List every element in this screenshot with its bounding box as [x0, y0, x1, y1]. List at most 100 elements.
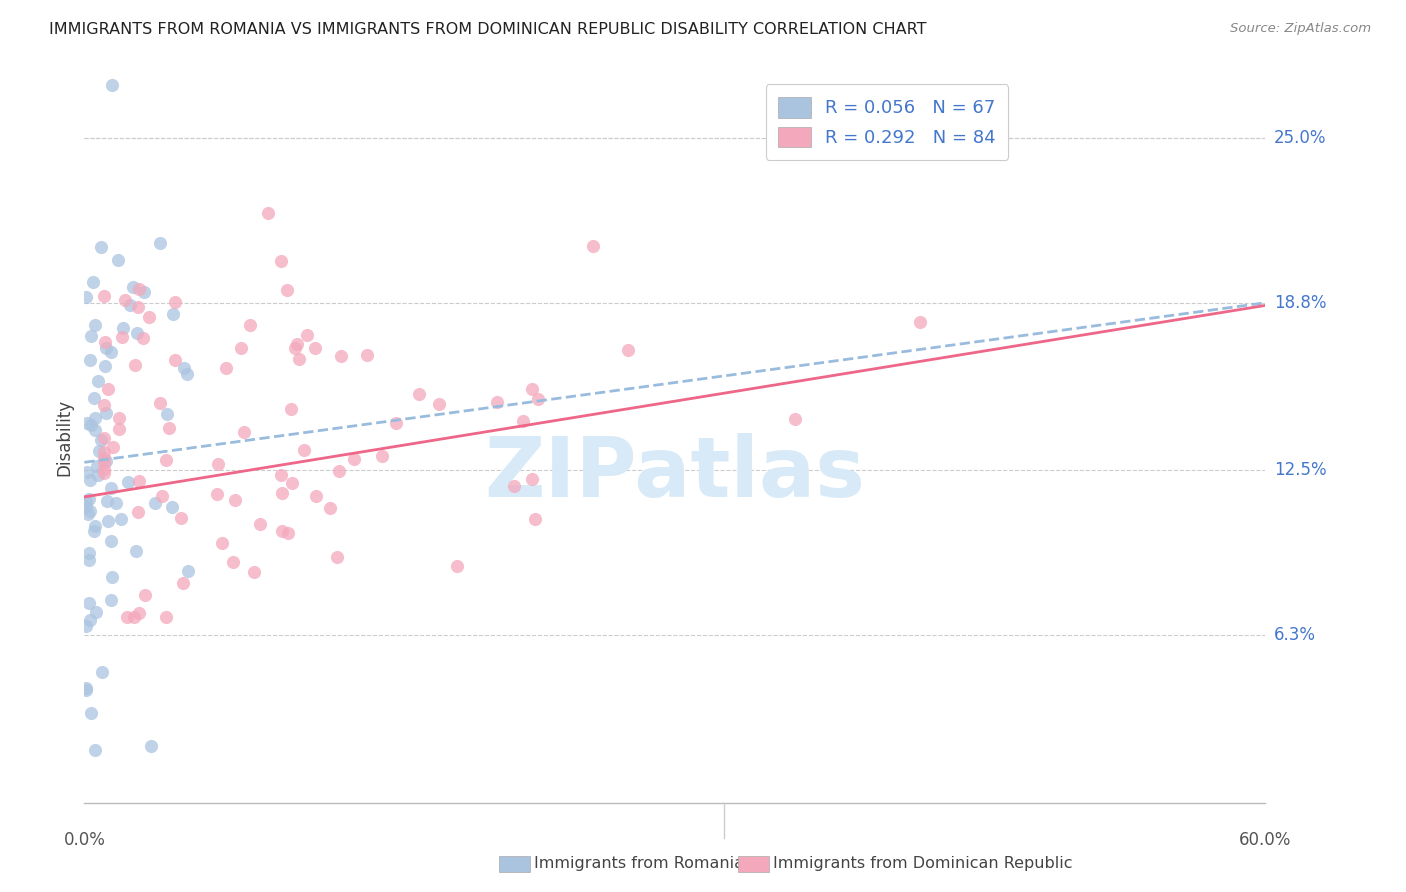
Point — [520, 382, 543, 396]
Point — [87, 468, 110, 483]
Point — [205, 487, 228, 501]
Point — [79, 553, 101, 567]
Point — [90, 240, 112, 254]
Point — [271, 524, 294, 539]
Point — [160, 500, 183, 514]
Point — [446, 558, 468, 573]
Point — [111, 330, 134, 344]
Text: 18.8%: 18.8% — [1274, 293, 1326, 312]
Point — [163, 294, 186, 309]
Point — [75, 493, 97, 508]
Point — [79, 492, 101, 507]
Point — [108, 421, 131, 435]
Point — [527, 392, 550, 406]
Point — [114, 293, 136, 307]
Point — [149, 396, 172, 410]
Point — [172, 576, 194, 591]
Point — [75, 500, 97, 515]
Point — [214, 360, 236, 375]
Point — [128, 606, 150, 620]
Point — [115, 609, 138, 624]
Point — [429, 397, 451, 411]
Point — [177, 564, 200, 578]
Point — [80, 706, 103, 720]
Point — [277, 526, 299, 541]
Text: Source: ZipAtlas.com: Source: ZipAtlas.com — [1230, 22, 1371, 36]
Point — [83, 524, 105, 538]
Point — [84, 423, 107, 437]
Point — [93, 444, 115, 458]
Point — [127, 301, 149, 315]
Point — [325, 550, 347, 565]
Point — [304, 341, 326, 355]
Text: Immigrants from Dominican Republic: Immigrants from Dominican Republic — [773, 856, 1073, 871]
Point — [77, 546, 100, 560]
Text: 0.0%: 0.0% — [63, 830, 105, 848]
Point — [83, 391, 105, 405]
Point — [93, 454, 115, 468]
Point — [94, 406, 117, 420]
Point — [82, 275, 104, 289]
Point — [908, 315, 931, 329]
Point — [134, 588, 156, 602]
Point — [100, 481, 122, 495]
Point — [284, 341, 307, 355]
Point — [318, 500, 340, 515]
Point — [94, 334, 117, 349]
Point — [84, 318, 107, 332]
Point — [132, 331, 155, 345]
Point — [93, 289, 115, 303]
Text: 6.3%: 6.3% — [1274, 626, 1316, 644]
Point — [385, 416, 408, 430]
Point — [295, 327, 318, 342]
Point — [80, 329, 103, 343]
Point — [100, 533, 122, 548]
Point — [79, 353, 101, 368]
Point — [93, 398, 115, 412]
Text: IMMIGRANTS FROM ROMANIA VS IMMIGRANTS FROM DOMINICAN REPUBLIC DISABILITY CORRELA: IMMIGRANTS FROM ROMANIA VS IMMIGRANTS FR… — [49, 22, 927, 37]
Point — [96, 494, 118, 508]
Point — [124, 609, 146, 624]
Legend: R = 0.056   N = 67, R = 0.292   N = 84: R = 0.056 N = 67, R = 0.292 N = 84 — [765, 84, 1008, 160]
Point — [93, 450, 115, 465]
Point — [173, 360, 195, 375]
Point — [93, 462, 115, 476]
Point — [83, 518, 105, 533]
Point — [582, 239, 605, 253]
Point — [270, 467, 292, 482]
Point — [128, 282, 150, 296]
Point — [127, 505, 149, 519]
Point — [91, 665, 114, 680]
Point — [100, 345, 122, 359]
Point — [100, 593, 122, 607]
Point — [232, 425, 254, 439]
Point — [281, 475, 304, 490]
Point — [77, 596, 100, 610]
Point — [97, 514, 120, 528]
Point — [103, 441, 125, 455]
Point — [84, 605, 107, 619]
Point — [132, 285, 155, 299]
Point — [163, 353, 186, 368]
Point — [93, 359, 115, 373]
Point — [94, 454, 117, 468]
Point — [110, 512, 132, 526]
Point — [80, 417, 103, 432]
Point — [224, 492, 246, 507]
Point — [79, 504, 101, 518]
Point — [77, 508, 100, 522]
Point — [118, 297, 141, 311]
Point — [155, 609, 177, 624]
Point — [127, 326, 149, 340]
Point — [285, 336, 308, 351]
Point — [79, 613, 101, 627]
Point — [117, 475, 139, 489]
Point — [522, 472, 544, 486]
Text: 25.0%: 25.0% — [1274, 128, 1326, 147]
Point — [101, 78, 124, 92]
Point — [156, 408, 179, 422]
Point — [176, 367, 198, 381]
Point — [96, 341, 118, 355]
Point — [76, 417, 98, 431]
Point — [128, 474, 150, 488]
